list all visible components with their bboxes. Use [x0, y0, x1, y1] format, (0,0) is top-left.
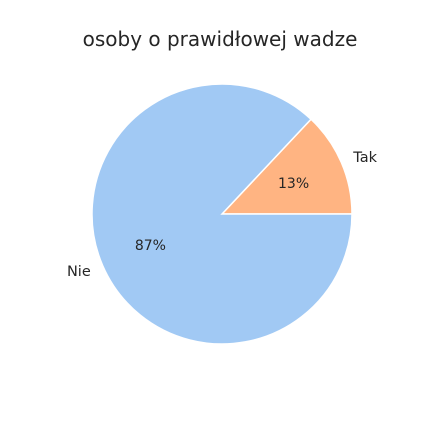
percent-label-tak: 13%: [278, 176, 309, 192]
slice-label-nie: Nie: [67, 264, 91, 280]
pie-labels: Tak 13% Nie 87%: [67, 150, 378, 280]
pie-slice-nie: [91, 83, 353, 345]
chart-title: osoby o prawidłowej wadze: [83, 27, 358, 51]
slice-label-tak: Tak: [352, 150, 377, 166]
percent-label-nie: 87%: [135, 238, 166, 254]
pie-slices: [91, 83, 353, 345]
pie-slice-tak: [220, 118, 353, 215]
